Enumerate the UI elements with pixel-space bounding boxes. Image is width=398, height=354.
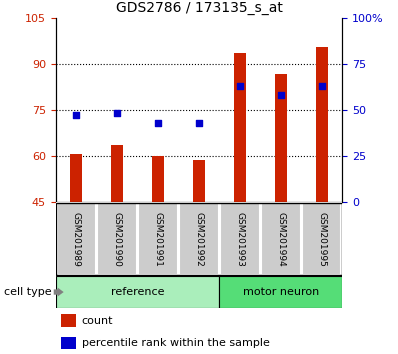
Bar — [57, 203, 96, 275]
Title: GDS2786 / 173135_s_at: GDS2786 / 173135_s_at — [115, 1, 283, 15]
Point — [237, 83, 243, 88]
Bar — [302, 203, 341, 275]
Text: GSM201989: GSM201989 — [72, 211, 81, 267]
Bar — [152, 156, 164, 202]
Text: GSM201993: GSM201993 — [236, 211, 244, 267]
Text: GSM201990: GSM201990 — [113, 211, 122, 267]
Bar — [234, 53, 246, 202]
Text: percentile rank within the sample: percentile rank within the sample — [82, 338, 269, 348]
Point — [114, 110, 120, 116]
Bar — [275, 74, 287, 202]
Bar — [179, 203, 219, 275]
Bar — [316, 47, 328, 202]
Bar — [219, 276, 342, 308]
Bar — [261, 203, 300, 275]
Text: cell type: cell type — [4, 287, 52, 297]
Bar — [70, 154, 82, 202]
Point — [196, 120, 202, 125]
Bar — [193, 160, 205, 202]
Text: count: count — [82, 316, 113, 326]
Point — [73, 113, 79, 118]
Text: reference: reference — [111, 287, 164, 297]
Text: GSM201995: GSM201995 — [317, 211, 326, 267]
Bar — [56, 276, 219, 308]
Point — [278, 92, 284, 98]
Text: GSM201991: GSM201991 — [154, 211, 162, 267]
Point — [319, 83, 325, 88]
Bar — [139, 203, 178, 275]
Bar — [220, 203, 259, 275]
Bar — [98, 203, 137, 275]
Text: GSM201994: GSM201994 — [276, 212, 285, 266]
Bar — [61, 314, 76, 327]
Text: motor neuron: motor neuron — [243, 287, 319, 297]
Bar — [61, 337, 76, 349]
Bar — [111, 145, 123, 202]
Point — [155, 120, 161, 125]
Text: GSM201992: GSM201992 — [195, 212, 203, 266]
